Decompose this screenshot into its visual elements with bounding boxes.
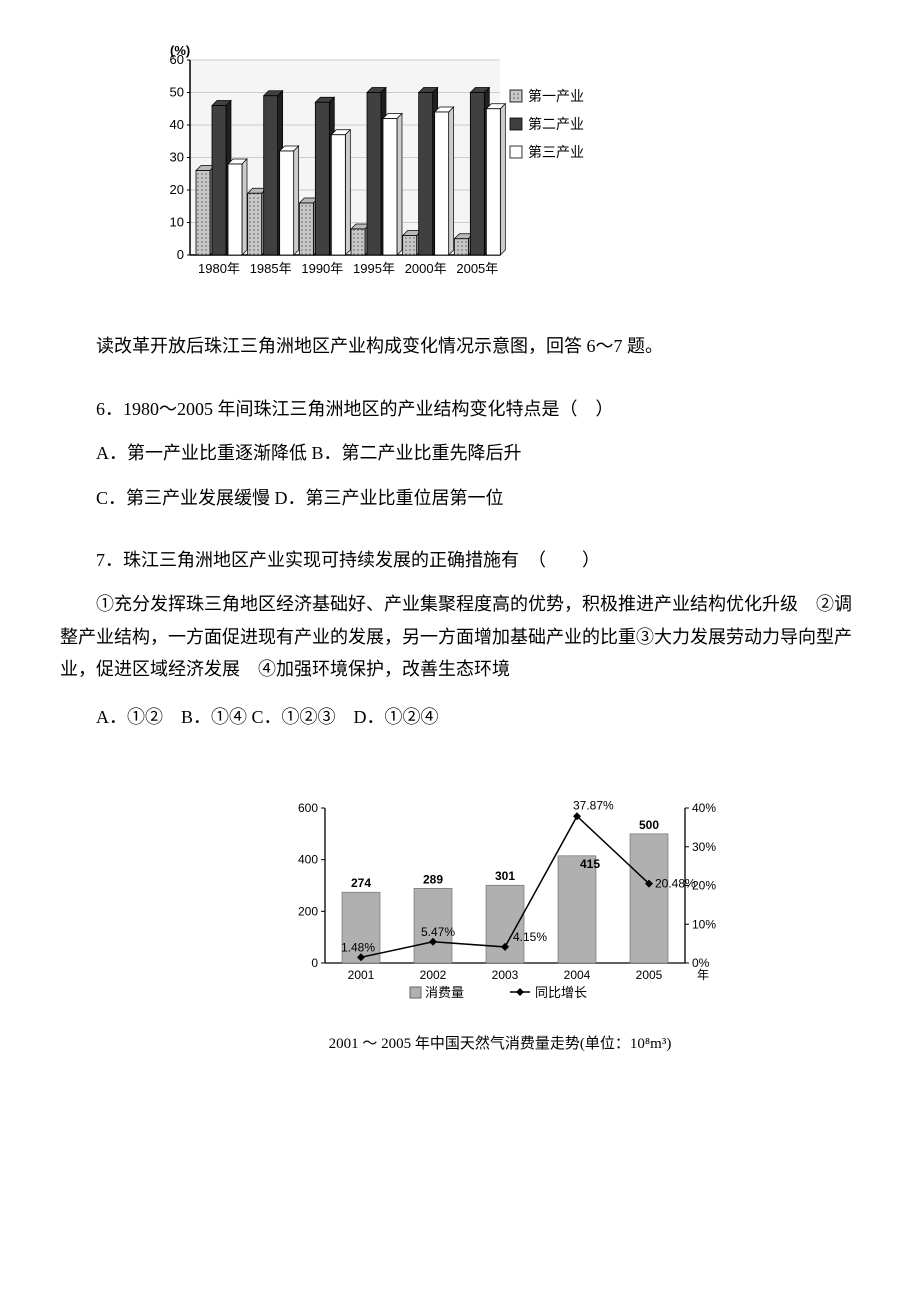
q6-block: 6．1980～2005 年间珠江三角洲地区的产业结构变化特点是（ ） A．第一产…: [60, 393, 860, 514]
svg-text:2005年: 2005年: [456, 261, 498, 276]
svg-text:第一产业: 第一产业: [528, 88, 584, 104]
svg-text:415: 415: [580, 857, 600, 871]
svg-text:5.47%: 5.47%: [421, 925, 455, 939]
svg-text:50: 50: [170, 85, 184, 100]
svg-text:(%): (%): [170, 43, 190, 58]
svg-text:同比增长: 同比增长: [535, 985, 587, 1000]
svg-text:30: 30: [170, 150, 184, 165]
q7-block: 7．珠江三角洲地区产业实现可持续发展的正确措施有 （ ） ①充分发挥珠三角地区经…: [60, 544, 860, 733]
intro-text: 读改革开放后珠江三角洲地区产业构成变化情况示意图，回答 6～7 题。: [60, 330, 860, 362]
svg-text:400: 400: [298, 853, 318, 867]
svg-text:20: 20: [170, 182, 184, 197]
q6-options-ab: A．第一产业比重逐渐降低 B．第二产业比重先降后升: [60, 437, 860, 469]
svg-text:消费量: 消费量: [425, 985, 464, 1000]
svg-text:37.87%: 37.87%: [573, 798, 614, 812]
svg-text:274: 274: [351, 876, 371, 890]
q6-options-cd: C．第三产业发展缓慢 D．第三产业比重位居第一位: [60, 482, 860, 514]
svg-text:30%: 30%: [692, 840, 716, 854]
svg-text:301: 301: [495, 869, 515, 883]
svg-text:2001: 2001: [348, 968, 375, 982]
svg-text:2000年: 2000年: [405, 261, 447, 276]
svg-text:1.48%: 1.48%: [341, 940, 375, 954]
svg-text:40%: 40%: [692, 801, 716, 815]
q7-body: ①充分发挥珠三角地区经济基础好、产业集聚程度高的优势，积极推进产业结构优化升级 …: [60, 588, 860, 685]
q7-options: A．①② B．①④ C．①②③ D．①②④: [60, 701, 860, 733]
svg-text:1980年: 1980年: [198, 261, 240, 276]
gas-consumption-chart: 02004006000%10%20%30%40%2001200220032004…: [280, 783, 740, 1013]
svg-text:0: 0: [177, 247, 184, 262]
svg-text:第二产业: 第二产业: [528, 116, 584, 132]
svg-text:20.48%: 20.48%: [655, 877, 696, 891]
chart1-container: 0102030405060(%)1980年1985年1990年1995年2000…: [140, 40, 860, 300]
chart2-container: 02004006000%10%20%30%40%2001200220032004…: [140, 763, 860, 1058]
svg-text:10: 10: [170, 215, 184, 230]
q6-stem: 6．1980～2005 年间珠江三角洲地区的产业结构变化特点是（ ）: [60, 393, 860, 425]
svg-text:40: 40: [170, 117, 184, 132]
svg-text:1995年: 1995年: [353, 261, 395, 276]
svg-text:200: 200: [298, 904, 318, 918]
svg-text:2005: 2005: [636, 968, 663, 982]
svg-text:0: 0: [311, 956, 318, 970]
svg-text:4.15%: 4.15%: [513, 930, 547, 944]
q7-stem: 7．珠江三角洲地区产业实现可持续发展的正确措施有 （ ）: [60, 544, 860, 576]
svg-text:第三产业: 第三产业: [528, 144, 584, 160]
svg-text:1990年: 1990年: [301, 261, 343, 276]
industry-structure-chart: 0102030405060(%)1980年1985年1990年1995年2000…: [140, 40, 620, 290]
svg-text:1985年: 1985年: [250, 261, 292, 276]
svg-text:2003: 2003: [492, 968, 519, 982]
chart2-caption: 2001 ～ 2005 年中国天然气消费量走势(单位：10⁸m³): [140, 1031, 860, 1058]
svg-text:600: 600: [298, 801, 318, 815]
svg-text:289: 289: [423, 872, 443, 886]
svg-text:500: 500: [639, 818, 659, 832]
svg-text:2004: 2004: [564, 968, 591, 982]
svg-text:年: 年: [697, 968, 709, 982]
svg-text:2002: 2002: [420, 968, 447, 982]
svg-text:10%: 10%: [692, 917, 716, 931]
